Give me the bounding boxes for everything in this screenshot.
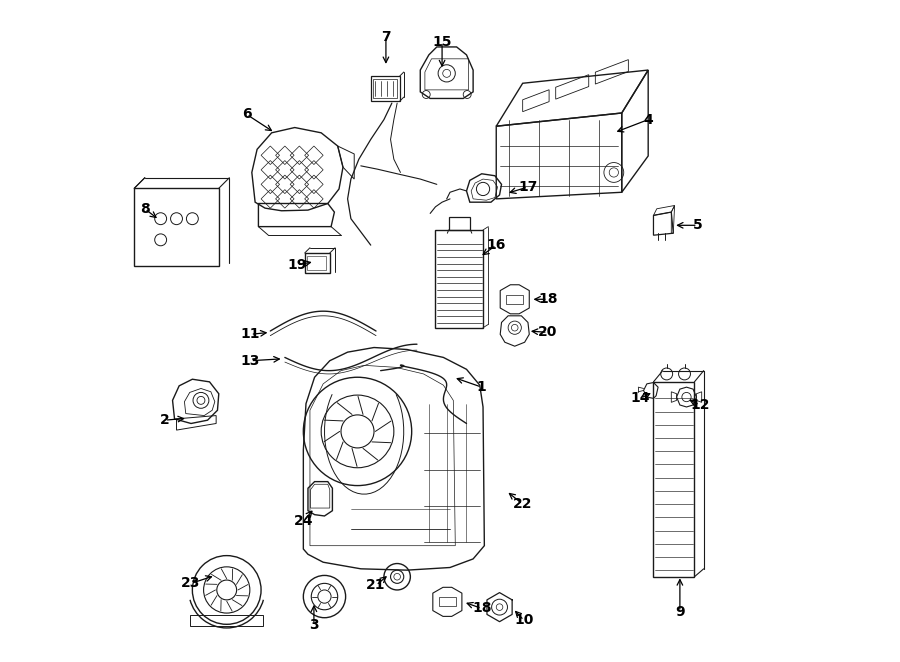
Text: 22: 22	[513, 497, 533, 511]
Text: 2: 2	[159, 413, 169, 427]
Text: 10: 10	[514, 614, 534, 628]
Text: 1: 1	[477, 380, 487, 394]
Text: 21: 21	[366, 579, 386, 592]
Text: 6: 6	[242, 107, 251, 121]
Text: 11: 11	[240, 327, 260, 342]
Text: 20: 20	[538, 325, 557, 340]
Text: 18: 18	[472, 602, 491, 616]
Text: 14: 14	[631, 391, 650, 405]
Text: 8: 8	[140, 202, 149, 216]
Text: 5: 5	[693, 218, 703, 232]
Text: 19: 19	[287, 258, 306, 272]
Text: 23: 23	[182, 577, 201, 591]
Text: 4: 4	[644, 113, 653, 126]
Text: 18: 18	[538, 293, 557, 307]
Text: 15: 15	[432, 34, 452, 48]
Text: 9: 9	[675, 605, 685, 619]
Text: 24: 24	[293, 514, 313, 528]
Text: 3: 3	[309, 618, 319, 632]
Text: 12: 12	[690, 398, 709, 412]
Text: 17: 17	[518, 180, 537, 194]
Text: 16: 16	[487, 238, 506, 252]
Text: 13: 13	[241, 354, 260, 367]
Text: 7: 7	[381, 30, 391, 44]
